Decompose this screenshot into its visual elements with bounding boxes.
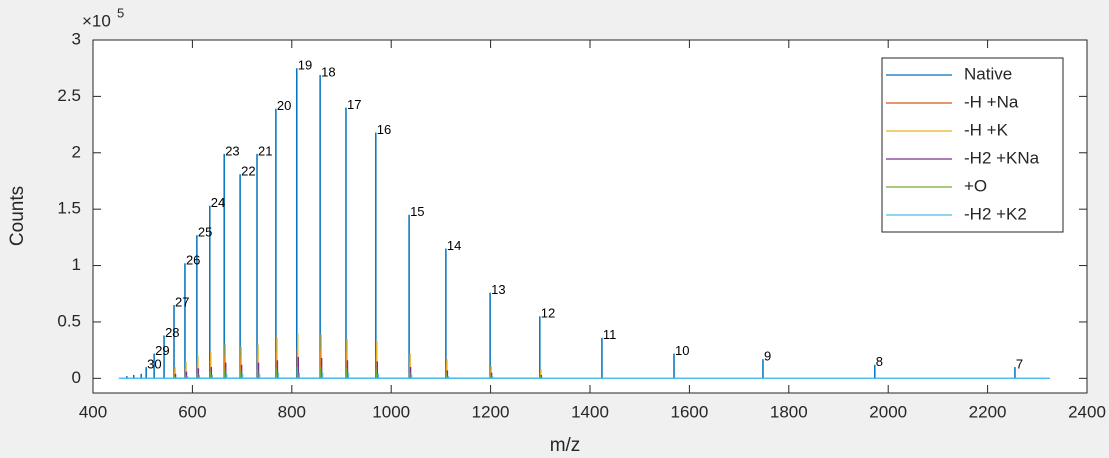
legend-label: -H2 +KNa xyxy=(964,148,1040,167)
y-tick-label: 2 xyxy=(72,142,81,161)
peak-label: 19 xyxy=(298,58,312,73)
legend-label: -H +Na xyxy=(964,92,1019,111)
axes-box xyxy=(92,39,1088,394)
x-tick-label: 2000 xyxy=(869,402,907,421)
y-tick-label: 1.5 xyxy=(57,199,81,218)
legend-label: Native xyxy=(964,64,1012,83)
peak-label: 28 xyxy=(165,325,179,340)
peak-label: 21 xyxy=(258,143,272,158)
y-tick-label: 0.5 xyxy=(57,311,81,330)
peak-label: 23 xyxy=(225,143,239,158)
legend-label: +O xyxy=(964,176,987,195)
peak-label: 18 xyxy=(321,64,335,79)
peak-label: 30 xyxy=(147,356,161,371)
x-tick-label: 600 xyxy=(178,402,206,421)
x-tick-label: 1800 xyxy=(770,402,808,421)
peak-label: 25 xyxy=(198,225,212,240)
peak-label: 14 xyxy=(447,238,461,253)
legend-label: -H2 +K2 xyxy=(964,204,1027,223)
peak-label: 11 xyxy=(603,327,617,342)
x-tick-label: 1600 xyxy=(670,402,708,421)
peak-label: 27 xyxy=(175,294,189,309)
peak-label: 17 xyxy=(347,97,361,112)
peak-label: 7 xyxy=(1016,356,1023,371)
peak-label: 26 xyxy=(186,253,200,268)
y-scale-exponent: 5 xyxy=(117,5,124,20)
peak-label: 13 xyxy=(491,282,505,297)
y-tick-label: 3 xyxy=(72,29,81,48)
x-tick-label: 800 xyxy=(278,402,306,421)
y-tick-label: 2.5 xyxy=(57,86,81,105)
peak-label: 22 xyxy=(241,164,255,179)
x-tick-label: 2400 xyxy=(1068,402,1106,421)
x-tick-label: 1000 xyxy=(372,402,410,421)
x-tick-label: 1400 xyxy=(571,402,609,421)
x-tick-label: 2200 xyxy=(969,402,1007,421)
peak-label: 12 xyxy=(541,306,555,321)
peak-label: 8 xyxy=(876,354,883,369)
legend-label: -H +K xyxy=(964,120,1009,139)
x-axis-label: m/z xyxy=(550,435,581,456)
peak-label: 16 xyxy=(377,122,391,137)
peak-label: 15 xyxy=(410,204,424,219)
y-tick-label: 0 xyxy=(72,368,81,387)
y-scale-base: ×10 xyxy=(82,11,111,30)
x-tick-label: 400 xyxy=(79,402,107,421)
y-tick-label: 1 xyxy=(72,255,81,274)
x-tick-label: 1200 xyxy=(472,402,510,421)
peak-label: 24 xyxy=(211,195,225,210)
peak-label: 9 xyxy=(764,349,771,364)
peak-label: 29 xyxy=(155,343,169,358)
legend-box xyxy=(881,57,1064,233)
y-axis-label: Counts xyxy=(7,186,28,246)
peak-label: 20 xyxy=(277,98,291,113)
peak-label: 10 xyxy=(675,343,689,358)
